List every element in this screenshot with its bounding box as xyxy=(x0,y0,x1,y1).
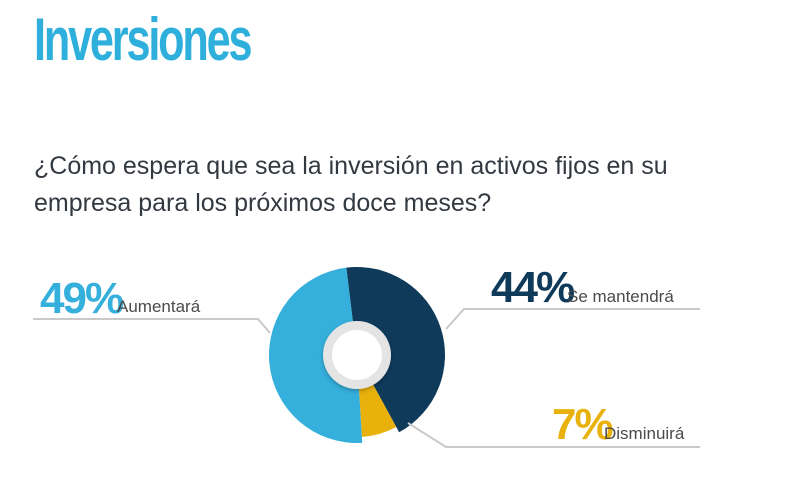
value-label-disminuira: 7% xyxy=(552,400,612,449)
category-label-disminuira: Disminuirá xyxy=(604,424,685,443)
category-label-aumentara: Aumentará xyxy=(117,297,201,316)
slice-se-mantendra xyxy=(346,267,445,433)
category-label-mantendra: Se mantendrá xyxy=(567,287,674,306)
value-label-aumentara: 49% xyxy=(40,274,123,323)
survey-question: ¿Cómo espera que sea la inversión en act… xyxy=(34,152,668,217)
donut-hole xyxy=(332,330,382,380)
value-label-mantendra: 44% xyxy=(491,263,574,312)
donut-slices xyxy=(269,267,445,443)
leader-line-mantendra xyxy=(445,308,700,330)
leader-line-disminuira xyxy=(407,422,700,448)
leader-line-aumentara xyxy=(33,318,271,334)
slice-aumentara xyxy=(269,267,363,443)
page-title: Inversiones xyxy=(34,6,253,73)
slice-disminuira xyxy=(358,372,397,437)
